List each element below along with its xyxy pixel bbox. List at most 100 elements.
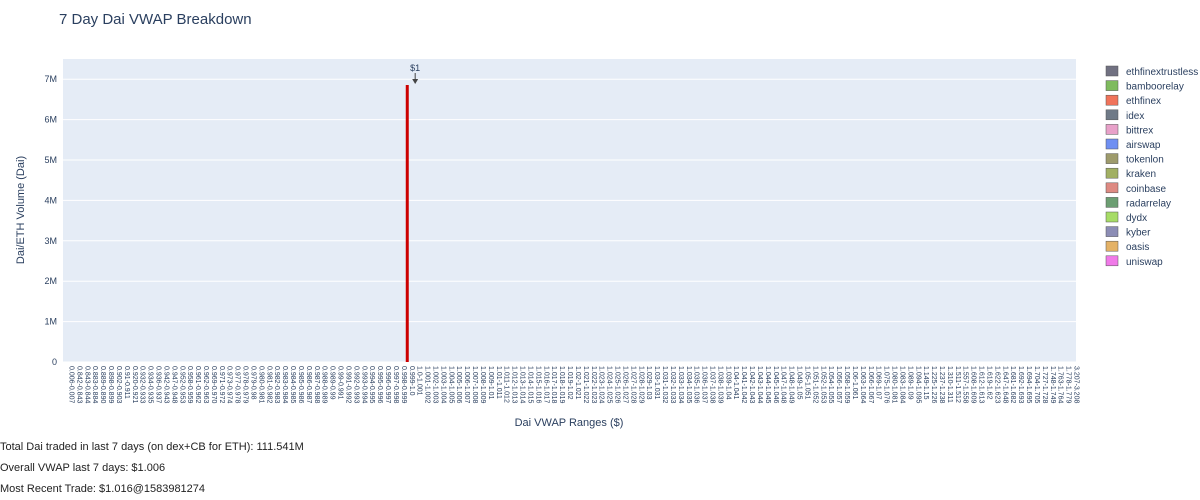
y-tick-label: 0 bbox=[52, 357, 57, 367]
x-tick-label: 1.612-1.613 bbox=[978, 366, 985, 403]
y-tick-label: 7M bbox=[44, 74, 57, 84]
x-tick-label: 0.984-0.985 bbox=[289, 366, 296, 403]
x-tick-label: 1.01-1.011 bbox=[495, 366, 502, 399]
legend-swatch bbox=[1105, 240, 1119, 252]
legend-label: airswap bbox=[1126, 140, 1161, 151]
x-tick-label: 1.044-1.045 bbox=[764, 366, 771, 403]
legend-item-kraken[interactable]: kraken bbox=[1105, 167, 1156, 180]
annotation-label: $1 bbox=[410, 63, 420, 73]
legend-swatch bbox=[1105, 65, 1119, 77]
legend-item-ethfinex[interactable]: ethfinex bbox=[1105, 94, 1161, 107]
x-tick-label: 1.748-1.749 bbox=[1049, 366, 1056, 403]
x-tick-label: 1.037-1.038 bbox=[708, 366, 715, 403]
x-tick-label: 1.047-1.048 bbox=[780, 366, 787, 403]
x-tick-label: 1.557-1.558 bbox=[962, 366, 969, 403]
x-tick-label: 0.981-0.982 bbox=[265, 366, 272, 403]
legend-item-radarrelay[interactable]: radarrelay bbox=[1105, 197, 1171, 209]
x-tick-label: 1.032-1.033 bbox=[669, 366, 676, 403]
legend-item-dydx[interactable]: dydx bbox=[1105, 211, 1147, 224]
legend-item-bamboorelay[interactable]: bamboorelay bbox=[1105, 80, 1184, 93]
x-tick-label: 3.207-3.208 bbox=[1073, 366, 1080, 403]
x-tick-label: 1.042-1.043 bbox=[748, 366, 755, 403]
x-tick-label: 1.066-1.067 bbox=[867, 366, 874, 403]
x-tick-label: 1.026-1.027 bbox=[621, 366, 628, 403]
x-tick-label: 1.049-1.05 bbox=[796, 366, 803, 400]
legend-item-airswap[interactable]: airswap bbox=[1105, 138, 1161, 151]
x-tick-label: 1.075-1.076 bbox=[883, 366, 890, 403]
x-tick-label: 0.986-0.987 bbox=[305, 366, 312, 403]
x-tick-label: 1.04-1.041 bbox=[732, 366, 739, 400]
x-tick-label: 1.080-1.081 bbox=[891, 366, 898, 403]
x-tick-label: 1.054-1.055 bbox=[827, 366, 834, 403]
legend-swatch bbox=[1105, 211, 1119, 223]
x-tick-label: 0.996-0.997 bbox=[384, 366, 391, 403]
x-tick-label: 1.028-1.029 bbox=[637, 366, 644, 403]
legend-swatch bbox=[1105, 226, 1119, 237]
x-tick-label: 0.902-0.903 bbox=[115, 366, 122, 403]
x-tick-label: 1.03-1.031 bbox=[653, 366, 660, 400]
gridlines bbox=[63, 78, 1076, 363]
legend-swatch bbox=[1105, 197, 1119, 208]
x-tick-label: 0.973-0.974 bbox=[226, 366, 233, 403]
legend-item-bittrex[interactable]: bittrex bbox=[1105, 124, 1153, 136]
x-tick-label: 1.094-1.095 bbox=[914, 366, 921, 403]
legend-item-ethfinextrustless[interactable]: ethfinextrustless bbox=[1105, 65, 1198, 78]
x-tick-label: 1.027-1.028 bbox=[629, 366, 636, 403]
x-tick-label: 1.0-1.001 bbox=[416, 366, 423, 396]
x-tick-label: 1.681-1.682 bbox=[1009, 366, 1016, 403]
legend-swatch bbox=[1105, 153, 1119, 164]
x-tick-label: 1.237-1.238 bbox=[938, 366, 945, 403]
x-tick-label: 0.842-0.843 bbox=[75, 366, 82, 403]
legend-item-uniswap[interactable]: uniswap bbox=[1105, 255, 1163, 268]
x-tick-label: 1.025-1.026 bbox=[614, 366, 621, 403]
x-tick-label: 1.012-1.013 bbox=[511, 366, 518, 403]
x-tick-label: 1.622-1.623 bbox=[993, 366, 1000, 403]
x-tick-label: 1.009-1.01 bbox=[487, 366, 494, 400]
x-tick-label: 0.987-0.988 bbox=[313, 366, 320, 403]
x-tick-label: 1.007-1.008 bbox=[471, 366, 478, 403]
x-tick-label: 0.991-0.992 bbox=[344, 366, 351, 403]
x-tick-label: 1.056-1.057 bbox=[835, 366, 842, 403]
legend-item-idex[interactable]: idex bbox=[1105, 109, 1144, 122]
x-tick-label: 1.704-1.705 bbox=[1033, 366, 1040, 403]
legend-item-kyber[interactable]: kyber bbox=[1105, 226, 1151, 239]
x-tick-label: 0.947-0.948 bbox=[170, 366, 177, 403]
most-recent-trade-text: Most Recent Trade: $1.016@1583981274 bbox=[0, 483, 206, 495]
x-tick-label: 1.763-1.764 bbox=[1057, 366, 1064, 403]
x-tick-label: 0.977-0.978 bbox=[234, 366, 241, 403]
x-tick-label: 0.979-0.98 bbox=[249, 366, 256, 400]
legend-label: tokenlon bbox=[1126, 155, 1164, 166]
legend-swatch bbox=[1105, 167, 1119, 179]
legend-swatch bbox=[1105, 182, 1119, 194]
legend-label: ethfinex bbox=[1126, 96, 1161, 107]
legend-item-oasis[interactable]: oasis bbox=[1105, 240, 1149, 253]
y-tick-label: 2M bbox=[44, 276, 57, 286]
x-tick-label: 1.034-1.035 bbox=[685, 366, 692, 403]
legend-item-tokenlon[interactable]: tokenlon bbox=[1105, 153, 1164, 166]
x-tick-label: 1.031-1.032 bbox=[661, 366, 668, 403]
x-tick-label: 1.045-1.046 bbox=[772, 366, 779, 403]
x-tick-label: 0.995-0.996 bbox=[376, 366, 383, 403]
x-tick-label: 0.883-0.884 bbox=[91, 366, 98, 403]
x-tick-label: 1.003-1.004 bbox=[439, 366, 446, 403]
x-tick-label: 1.083-1.084 bbox=[898, 366, 905, 403]
x-axis-label: Dai VWAP Ranges ($) bbox=[515, 417, 624, 429]
legend-item-coinbase[interactable]: coinbase bbox=[1105, 182, 1166, 195]
x-tick-label: 1.069-1.07 bbox=[875, 366, 882, 400]
x-tick-label: 0.932-0.933 bbox=[139, 366, 146, 403]
x-tick-label: 0.992-0.993 bbox=[352, 366, 359, 403]
legend-swatch bbox=[1105, 109, 1119, 121]
x-tick-label: 1.002-1.003 bbox=[432, 366, 439, 403]
legend-swatch bbox=[1105, 138, 1119, 150]
x-tick-label: 1.024-1.025 bbox=[606, 366, 613, 403]
x-tick-label: 1.778-1.779 bbox=[1065, 366, 1072, 403]
x-tick-label: 0.999-1.0 bbox=[408, 366, 415, 396]
x-tick-label: 1.039-1.04 bbox=[724, 366, 731, 400]
x-tick-label: 1.619-1.62 bbox=[985, 366, 992, 400]
summary-stats: Total Dai traded in last 7 days (on dex+… bbox=[0, 437, 304, 500]
x-tick-label: 1.727-1.728 bbox=[1041, 366, 1048, 403]
x-tick-label: 1.089-1.09 bbox=[906, 366, 913, 400]
x-tick-label: 0.958-0.959 bbox=[186, 366, 193, 403]
x-tick-label: 0.006-0.007 bbox=[67, 366, 74, 403]
x-tick-label: 1.006-1.007 bbox=[463, 366, 470, 403]
